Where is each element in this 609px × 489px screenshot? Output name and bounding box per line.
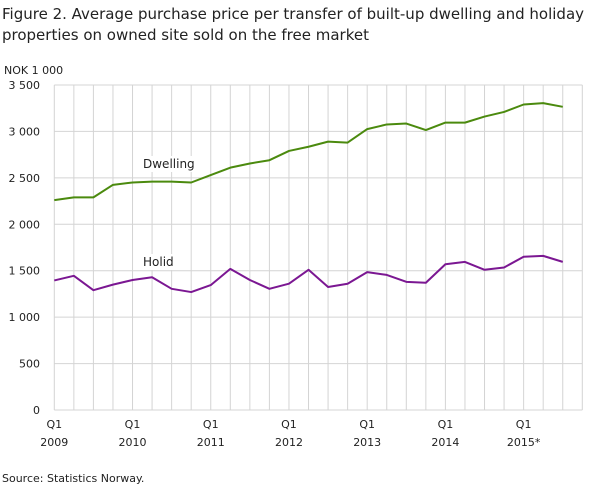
y-tick-label: 0 (33, 404, 40, 417)
y-tick-label: 3 000 (9, 125, 41, 138)
x-tick-quarter: Q1 (281, 418, 297, 431)
y-tick-label: 500 (19, 358, 40, 371)
x-tick-quarter: Q1 (359, 418, 375, 431)
x-tick-quarter: Q1 (46, 418, 62, 431)
source-note: Source: Statistics Norway. (2, 472, 145, 485)
x-tick-quarter: Q1 (203, 418, 219, 431)
y-tick-label: 2 500 (9, 172, 41, 185)
series-label: Dwelling (143, 157, 195, 171)
chart-title: Figure 2. Average purchase price per tra… (2, 5, 585, 44)
x-tick-year: 2014 (431, 436, 459, 449)
series-label: Holid (143, 255, 174, 269)
x-tick-quarter: Q1 (125, 418, 141, 431)
y-tick-label: 3 500 (9, 79, 41, 92)
x-tick-year: 2015* (507, 436, 541, 449)
x-tick-year: 2009 (40, 436, 68, 449)
x-tick-quarter: Q1 (516, 418, 532, 431)
y-tick-label: 1 000 (9, 311, 41, 324)
x-tick-year: 2012 (275, 436, 303, 449)
y-axis-label: NOK 1 000 (4, 64, 63, 77)
x-tick-quarter: Q1 (438, 418, 454, 431)
x-tick-year: 2011 (197, 436, 225, 449)
y-tick-label: 2 000 (9, 218, 41, 231)
x-tick-year: 2010 (119, 436, 147, 449)
series-label-bg (141, 254, 183, 270)
x-tick-year: 2013 (353, 436, 381, 449)
y-tick-label: 1 500 (9, 265, 41, 278)
series-label-bg (141, 156, 205, 172)
